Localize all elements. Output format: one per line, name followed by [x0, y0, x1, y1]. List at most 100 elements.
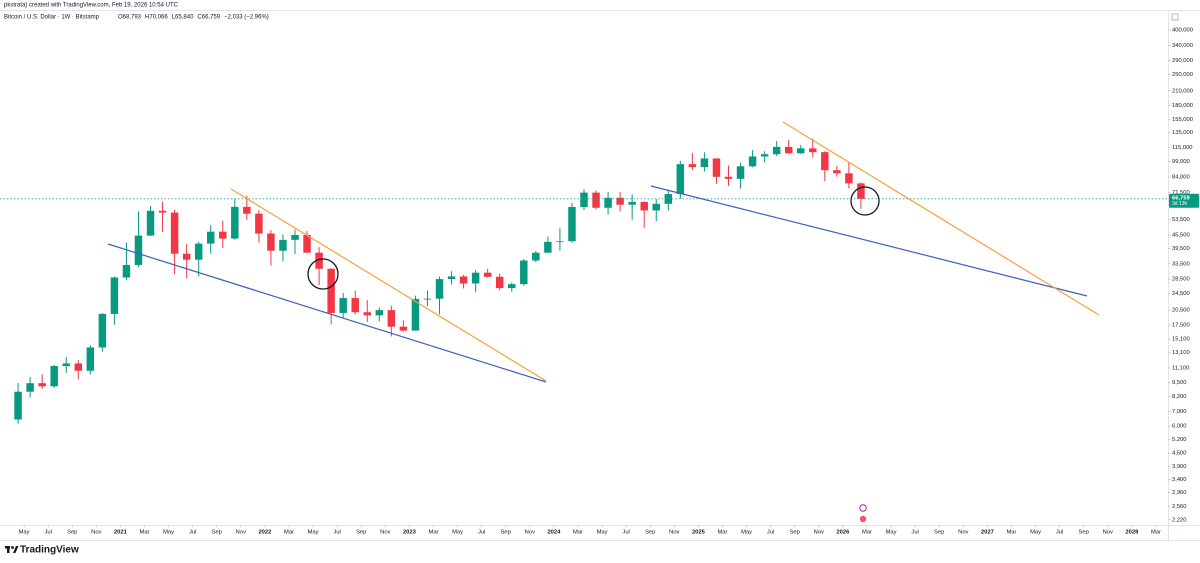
- candle-body: [146, 210, 155, 236]
- candle-body: [845, 173, 853, 184]
- candle-body: [219, 231, 227, 239]
- candle-body: [784, 146, 793, 154]
- x-tick-label: Jul: [1056, 530, 1063, 536]
- candle-body: [134, 235, 143, 265]
- y-tick-label: 15,100: [1172, 337, 1190, 343]
- x-tick-label: Jul: [911, 530, 918, 536]
- y-tick-label: 8,200: [1172, 394, 1187, 400]
- y-tick-label: 11,100: [1172, 366, 1189, 372]
- x-tick-label: Jul: [478, 530, 485, 536]
- candle-body: [387, 310, 396, 327]
- y-tick-label: 2,220: [1172, 517, 1187, 523]
- quote-value: H70,066: [145, 15, 168, 21]
- y-tick-label: 250,000: [1172, 72, 1193, 78]
- trend-line: [650, 185, 1088, 297]
- x-tick-label: 2021: [114, 530, 128, 536]
- y-tick-label: 53,500: [1172, 217, 1190, 223]
- logo-dot: [11, 546, 14, 549]
- x-tick-label: Sep: [212, 530, 222, 536]
- quote-value: C66,759: [197, 15, 220, 21]
- candle-body: [62, 363, 70, 367]
- candle-body: [616, 197, 624, 205]
- x-tick-label: 2025: [692, 530, 706, 536]
- x-tick-label: May: [886, 530, 897, 536]
- x-tick-label: Jul: [767, 530, 774, 536]
- candle-body: [206, 231, 215, 244]
- y-tick-label: 99,000: [1172, 159, 1190, 165]
- x-tick-label: Sep: [645, 530, 655, 536]
- x-tick-label: Nov: [236, 530, 246, 536]
- x-tick-label: 2026: [836, 530, 850, 536]
- event-icon[interactable]: [859, 515, 867, 523]
- candle-body: [809, 148, 817, 153]
- candle-body: [423, 298, 432, 300]
- candle-body: [255, 213, 263, 234]
- candle-body: [98, 313, 107, 348]
- x-tick-label: May: [19, 530, 30, 536]
- candle-body: [50, 366, 58, 387]
- x-tick-label: Sep: [934, 530, 944, 536]
- candle-body: [363, 312, 371, 316]
- candle-body: [170, 212, 179, 254]
- y-tick-label: 210,000: [1172, 88, 1193, 94]
- x-tick-label: Jul: [622, 530, 629, 536]
- author-line: pkstrata) created with TradingView.com, …: [4, 3, 179, 9]
- countdown-label: 3d 13h: [1172, 201, 1188, 207]
- x-tick-label: 2022: [258, 530, 271, 536]
- candle-body: [724, 176, 733, 179]
- event-icon[interactable]: [859, 504, 867, 512]
- y-tick-label: 155,000: [1172, 117, 1193, 123]
- y-tick-label: 2,960: [1172, 490, 1187, 496]
- candle-body: [495, 276, 504, 289]
- trend-line: [107, 243, 547, 383]
- candle-body: [628, 201, 636, 205]
- y-tick-label: 2,560: [1172, 504, 1187, 510]
- axis-settings-icon[interactable]: [1171, 13, 1179, 21]
- y-tick-label: 340,000: [1172, 43, 1193, 49]
- x-tick-label: 2027: [981, 530, 994, 536]
- candle-body: [411, 298, 420, 331]
- y-tick-label: 28,500: [1172, 277, 1190, 283]
- last-price-badge: [1169, 193, 1199, 208]
- x-tick-label: May: [1030, 530, 1041, 536]
- candle-body: [760, 154, 769, 157]
- candle-body: [339, 298, 347, 313]
- x-tick-label: Sep: [501, 530, 511, 536]
- quote-values: O68,793 H70,066 L65,840 C66,759 −2,033 (−2.9…: [118, 15, 269, 21]
- last-price-label: 66,759: [1172, 195, 1191, 201]
- y-tick-label: 3,900: [1172, 464, 1187, 470]
- x-tick-label: Nov: [958, 530, 968, 536]
- candle-body: [797, 148, 805, 154]
- candle-body: [327, 268, 335, 313]
- y-tick-label: 290,000: [1172, 58, 1193, 64]
- candle-body: [833, 170, 841, 174]
- x-tick-label: 2023: [403, 530, 417, 536]
- y-tick-label: 400,000: [1172, 28, 1193, 34]
- x-tick-label: Nov: [380, 530, 390, 536]
- x-tick-label: Nov: [1103, 530, 1113, 536]
- candle-body: [592, 192, 600, 208]
- candle-body: [580, 192, 588, 208]
- y-tick-label: 180,000: [1172, 103, 1193, 109]
- y-tick-label: 71,500: [1172, 190, 1190, 196]
- candle-body: [399, 326, 408, 331]
- quote-value: −2,033 (−2.96%): [224, 15, 269, 21]
- x-tick-label: Mar: [284, 530, 294, 536]
- candle-body: [375, 310, 384, 316]
- y-tick-label: 4,500: [1172, 451, 1187, 457]
- y-tick-label: 115,000: [1172, 145, 1193, 151]
- brand-name: TradingView: [20, 545, 79, 556]
- x-tick-label: Nov: [525, 530, 535, 536]
- candle-body: [303, 234, 311, 253]
- highlight-circle: [850, 186, 880, 216]
- y-tick-label: 39,500: [1172, 246, 1190, 252]
- x-tick-label: Sep: [790, 530, 800, 536]
- y-tick-label: 45,500: [1172, 232, 1190, 238]
- x-tick-label: Nov: [669, 530, 679, 536]
- x-tick-label: Mar: [1006, 530, 1016, 536]
- candle-body: [243, 206, 251, 214]
- highlight-circle: [307, 258, 339, 290]
- y-tick-label: 33,500: [1172, 261, 1190, 267]
